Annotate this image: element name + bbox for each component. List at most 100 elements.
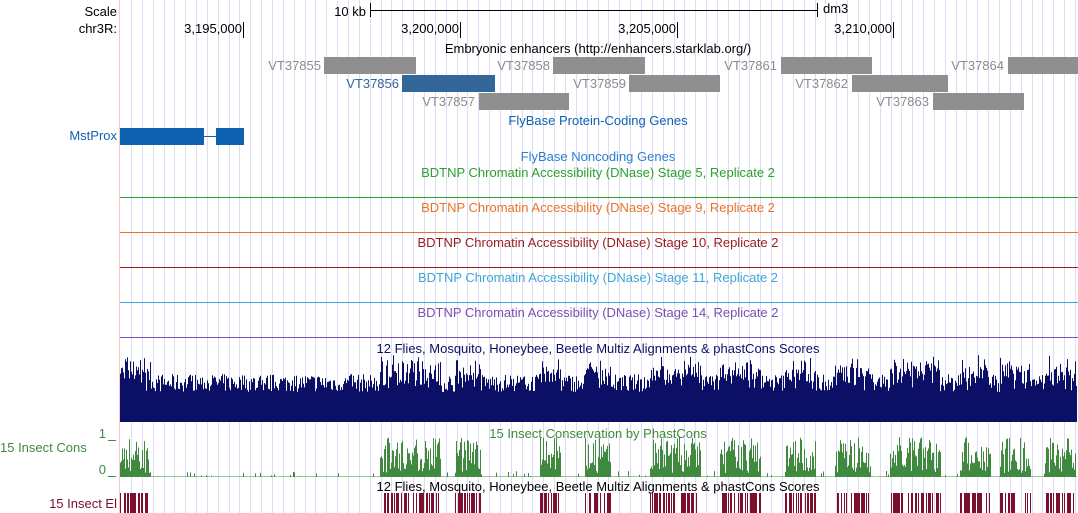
grid-line xyxy=(988,0,989,513)
grid-line xyxy=(598,0,599,513)
grid-line xyxy=(717,0,718,513)
track-title-cons: 15 Insect Conservation by PhastCons xyxy=(489,426,707,441)
grid-line xyxy=(435,0,436,513)
gene-exon[interactable] xyxy=(216,128,244,145)
enhancer-label[interactable]: VT37861 xyxy=(724,58,777,73)
grid-line xyxy=(1010,0,1011,513)
cons-wiggle xyxy=(120,437,1077,477)
grid-line xyxy=(836,0,837,513)
enhancer-label[interactable]: VT37858 xyxy=(497,58,550,73)
grid-line xyxy=(793,0,794,513)
enhancer-feature[interactable] xyxy=(553,57,645,74)
enhancer-feature[interactable] xyxy=(1008,57,1078,74)
enhancer-feature[interactable] xyxy=(852,75,948,92)
grid-line xyxy=(999,0,1000,513)
grid-line xyxy=(891,0,892,513)
enhancer-label[interactable]: VT37856 xyxy=(346,76,399,91)
grid-line xyxy=(153,0,154,513)
grid-line xyxy=(869,0,870,513)
gene-intron xyxy=(204,136,216,137)
grid-line xyxy=(554,0,555,513)
grid-line xyxy=(804,0,805,513)
dnase-signal-stage9 xyxy=(120,232,1078,233)
enhancer-feature[interactable] xyxy=(402,75,495,92)
grid-line xyxy=(641,0,642,513)
cons-side-label[interactable]: 15 Insect Cons xyxy=(0,440,87,455)
enhancer-label[interactable]: VT37857 xyxy=(422,94,475,109)
grid-line xyxy=(413,0,414,513)
gene-label-mstprox[interactable]: MstProx xyxy=(69,128,117,143)
enhancer-feature[interactable] xyxy=(324,57,416,74)
grid-line xyxy=(945,0,946,513)
cons-ymin-label: 0 xyxy=(98,462,106,477)
enhancer-label[interactable]: VT37863 xyxy=(876,94,929,109)
enhancer-label[interactable]: VT37862 xyxy=(795,76,848,91)
grid-line xyxy=(847,0,848,513)
dnase-signal-stage14 xyxy=(120,337,1078,338)
grid-line xyxy=(565,0,566,513)
grid-line xyxy=(956,0,957,513)
grid-line xyxy=(185,0,186,513)
grid-line xyxy=(619,0,620,513)
enhancer-feature[interactable] xyxy=(629,75,720,92)
track-title-protein-coding: FlyBase Protein-Coding Genes xyxy=(508,113,688,128)
left-border-line xyxy=(119,0,120,513)
ruler-tick-label: 3,200,000 xyxy=(401,21,459,36)
grid-line xyxy=(272,0,273,513)
track-title-elements: 12 Flies, Mosquito, Honeybee, Beetle Mul… xyxy=(376,479,820,494)
grid-line xyxy=(825,0,826,513)
grid-line xyxy=(424,0,425,513)
grid-line xyxy=(489,0,490,513)
grid-line xyxy=(370,0,371,513)
chrom-label: chr3R: xyxy=(78,21,117,36)
grid-line xyxy=(348,0,349,513)
enhancer-label[interactable]: VT37864 xyxy=(951,58,1004,73)
grid-line xyxy=(652,0,653,513)
grid-line xyxy=(250,0,251,513)
ruler-tick xyxy=(677,22,678,38)
grid-line xyxy=(239,0,240,513)
grid-line xyxy=(305,0,306,513)
grid-line xyxy=(500,0,501,513)
dnase-signal-stage10 xyxy=(120,267,1078,268)
grid-line xyxy=(966,0,967,513)
gene-exon[interactable] xyxy=(120,128,204,145)
grid-line xyxy=(1021,0,1022,513)
enhancer-feature[interactable] xyxy=(933,93,1024,110)
grid-line xyxy=(164,0,165,513)
grid-line xyxy=(511,0,512,513)
grid-line xyxy=(739,0,740,513)
grid-line xyxy=(901,0,902,513)
elements-side-label[interactable]: 15 Insect El xyxy=(49,496,117,511)
enhancer-feature[interactable] xyxy=(479,93,569,110)
grid-line xyxy=(174,0,175,513)
grid-line xyxy=(457,0,458,513)
grid-line xyxy=(446,0,447,513)
grid-line xyxy=(337,0,338,513)
enhancer-label[interactable]: VT37859 xyxy=(573,76,626,91)
dnase-signal-stage11 xyxy=(120,302,1078,303)
grid-line xyxy=(391,0,392,513)
grid-line xyxy=(782,0,783,513)
grid-line xyxy=(402,0,403,513)
grid-line xyxy=(229,0,230,513)
track-title-dnase-stage11: BDTNP Chromatin Accessibility (DNase) St… xyxy=(417,270,779,285)
grid-line xyxy=(880,0,881,513)
grid-line xyxy=(663,0,664,513)
track-title-dnase-stage9: BDTNP Chromatin Accessibility (DNase) St… xyxy=(421,200,775,215)
ruler-tick xyxy=(243,22,244,38)
enhancer-feature[interactable] xyxy=(781,57,872,74)
grid-line xyxy=(1053,0,1054,513)
grid-line xyxy=(695,0,696,513)
grid-line xyxy=(478,0,479,513)
scale-value: 10 kb xyxy=(334,4,366,19)
grid-line xyxy=(261,0,262,513)
cons-ymin-tick xyxy=(108,476,116,477)
track-title-multiz: 12 Flies, Mosquito, Honeybee, Beetle Mul… xyxy=(376,341,820,356)
grid-line xyxy=(218,0,219,513)
enhancer-label[interactable]: VT37855 xyxy=(268,58,321,73)
grid-line xyxy=(1064,0,1065,513)
grid-line xyxy=(674,0,675,513)
grid-line xyxy=(381,0,382,513)
